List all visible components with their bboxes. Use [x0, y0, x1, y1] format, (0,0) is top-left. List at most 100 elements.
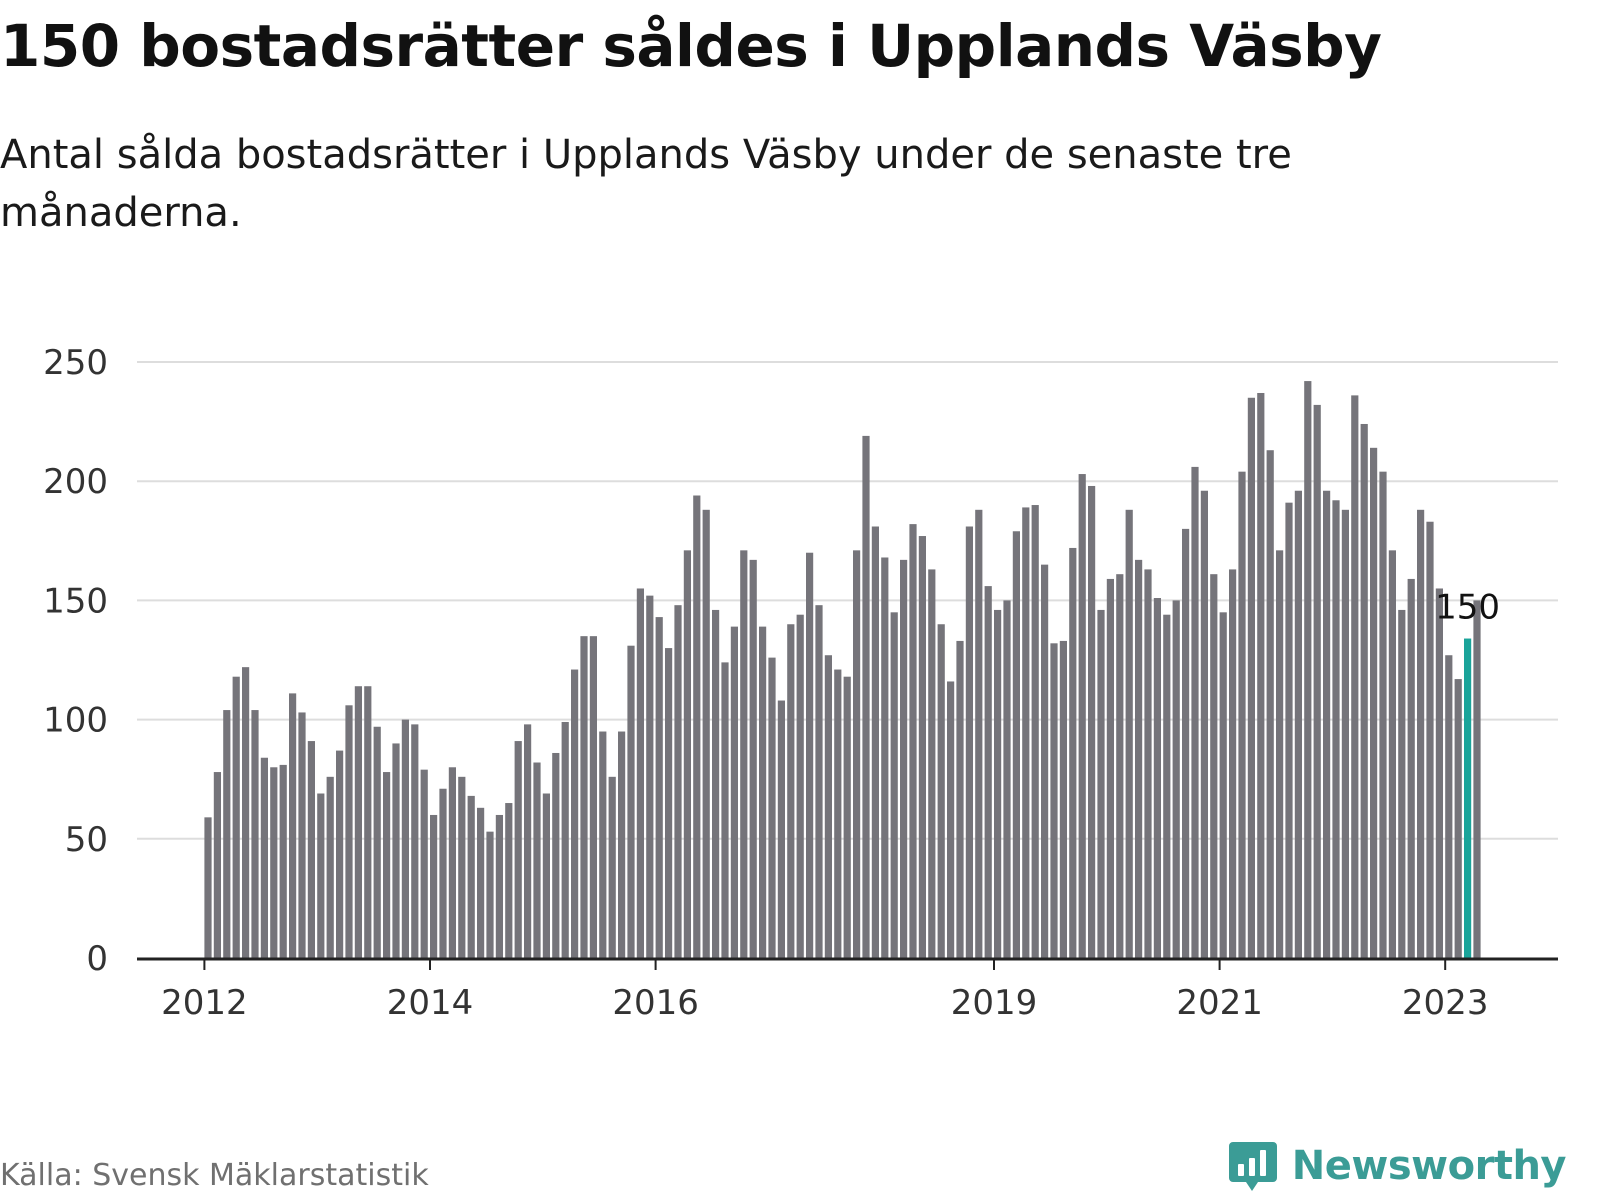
bar	[213, 772, 221, 958]
bar	[430, 814, 438, 958]
bar	[1247, 397, 1255, 958]
bar	[326, 776, 334, 958]
bar	[571, 669, 579, 958]
bar	[1172, 600, 1180, 958]
bar	[1238, 471, 1246, 958]
bar	[1191, 466, 1199, 958]
bar	[1445, 655, 1453, 958]
bar	[1266, 450, 1274, 958]
bar	[1219, 612, 1227, 958]
bar	[298, 712, 306, 958]
bar	[1088, 485, 1096, 958]
bar	[1285, 502, 1293, 958]
bar	[965, 526, 973, 958]
bar	[937, 624, 945, 958]
bar	[947, 681, 955, 958]
bar	[1417, 509, 1425, 958]
x-tick-label: 2014	[387, 983, 474, 1023]
bar	[1200, 490, 1208, 958]
y-tick-label: 250	[43, 343, 108, 383]
gridlines	[137, 361, 1558, 840]
bar	[1229, 569, 1237, 958]
bar	[477, 807, 485, 958]
bar	[1041, 564, 1049, 958]
bar	[364, 686, 372, 958]
bar-chart: 0 50 100 150 200 250 2012 2014 2016 2019 2021 2023…	[43, 343, 1558, 1023]
bar	[1388, 550, 1396, 958]
bar	[815, 605, 823, 958]
bar	[749, 559, 757, 958]
bar	[608, 776, 616, 958]
bar	[1153, 598, 1161, 958]
bar	[223, 710, 231, 958]
bar	[1370, 447, 1378, 958]
bar	[721, 662, 729, 958]
bar	[1050, 643, 1058, 958]
bar	[618, 731, 626, 958]
bar	[843, 676, 851, 958]
bar	[289, 693, 297, 958]
bar	[1407, 578, 1415, 958]
bar	[1097, 609, 1105, 958]
chart-subtitle: Antal sålda bostadsrätter i Upplands Väs…	[0, 132, 1292, 236]
chart-title: 150 bostadsrätter såldes i Upplands Väsb…	[0, 12, 1382, 80]
bar	[580, 636, 588, 958]
bar	[918, 536, 926, 958]
bar	[411, 724, 419, 958]
bar	[834, 669, 842, 958]
bar	[373, 726, 381, 958]
bar	[881, 557, 889, 958]
bar	[890, 612, 898, 958]
bar	[279, 764, 287, 958]
bar	[1294, 490, 1302, 958]
source-note: Källa: Svensk Mäklarstatistik	[0, 1158, 429, 1193]
bar	[524, 724, 532, 958]
bar	[383, 772, 391, 958]
bar	[1276, 550, 1284, 958]
bar	[467, 795, 475, 958]
bar	[1125, 509, 1133, 958]
bar	[345, 705, 353, 958]
bar	[1351, 395, 1359, 958]
bar	[1210, 574, 1218, 958]
bar	[1257, 392, 1265, 958]
bar	[1182, 528, 1190, 958]
x-tick-label: 2012	[161, 983, 248, 1023]
y-axis-labels: 0 50 100 150 200 250	[43, 343, 108, 979]
bar	[1022, 507, 1030, 958]
bar	[317, 793, 325, 958]
bar	[542, 793, 550, 958]
bar	[242, 667, 250, 958]
bar	[871, 526, 879, 958]
newsworthy-chart-logo-icon	[1228, 1142, 1277, 1191]
brand-logo[interactable]: Newsworthy	[1228, 1140, 1567, 1192]
bar	[420, 769, 428, 958]
bar	[401, 719, 409, 958]
bar	[1031, 505, 1039, 958]
bar	[1304, 381, 1312, 958]
bar	[439, 788, 447, 958]
bar	[1135, 559, 1143, 958]
bar	[956, 640, 964, 958]
y-tick-label: 150	[43, 581, 108, 621]
bar	[232, 676, 240, 958]
bar	[806, 552, 814, 958]
bar	[665, 648, 673, 958]
bar	[495, 814, 503, 958]
bar	[787, 624, 795, 958]
bar	[994, 609, 1002, 958]
bar	[655, 617, 663, 958]
bar	[1323, 490, 1331, 958]
bar	[674, 605, 682, 958]
bar	[975, 509, 983, 958]
bar	[1106, 578, 1114, 958]
bar	[1003, 600, 1011, 958]
bar	[204, 817, 212, 958]
bar	[693, 495, 701, 958]
x-tick-label: 2021	[1176, 983, 1263, 1023]
bar	[1473, 600, 1481, 958]
bar	[589, 636, 597, 958]
bar	[759, 626, 767, 958]
bar	[740, 550, 748, 958]
bar	[768, 657, 776, 958]
